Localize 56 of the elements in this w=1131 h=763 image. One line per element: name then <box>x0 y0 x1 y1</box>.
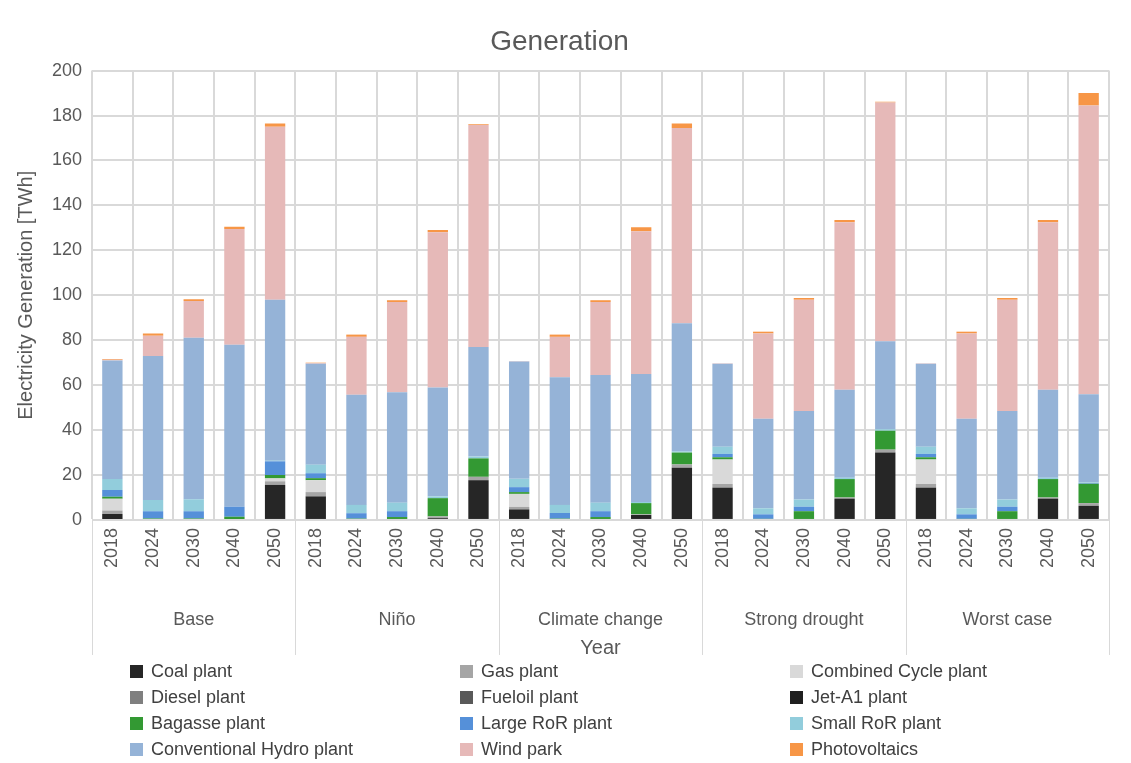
x-tick-label: 2040 <box>833 527 854 568</box>
legend-label: Fueloil plant <box>481 686 579 708</box>
x-tick-label: 2018 <box>101 527 122 568</box>
x-tick-label: 2018 <box>508 527 529 568</box>
legend-label: Coal plant <box>151 660 233 682</box>
text: Climate change <box>537 608 664 629</box>
x-tick-label: 2024 <box>752 527 773 568</box>
legend-label: Photovoltaics <box>811 738 919 760</box>
y-tick-label: 200 <box>51 59 83 80</box>
x-tick-label: 2030 <box>182 527 203 568</box>
x-tick-label: 2030 <box>996 527 1017 568</box>
x-tick-label: 2030 <box>589 527 610 568</box>
y-tick-label: 0 <box>72 508 83 529</box>
x-tick-label: 2030 <box>792 527 813 568</box>
x-tick-label: 2050 <box>670 527 691 568</box>
x-tick-label: 2050 <box>1077 527 1098 568</box>
chart-title: Generation <box>490 24 629 56</box>
legend-label: Large RoR plant <box>481 712 613 734</box>
text: Base <box>173 608 215 629</box>
y-tick-label: 80 <box>62 329 83 350</box>
legend-label: Bagasse plant <box>151 712 266 734</box>
text: Niño <box>378 608 416 629</box>
y-tick-label: 180 <box>51 104 83 125</box>
y-tick-label: 100 <box>51 284 83 305</box>
y-axis-title: Electricity Generation [TWh] <box>13 170 36 420</box>
x-tick-label: 2024 <box>955 527 976 568</box>
x-tick-label: 2030 <box>386 527 407 568</box>
legend-label: Combined Cycle plant <box>811 660 988 682</box>
y-tick-label: 60 <box>62 374 83 395</box>
x-tick-label: 2040 <box>223 527 244 568</box>
x-tick-label: 2040 <box>1036 527 1057 568</box>
x-tick-label: 2050 <box>874 527 895 568</box>
x-tick-label: 2018 <box>711 527 732 568</box>
legend-label: Gas plant <box>481 660 559 682</box>
x-axis-title: Year <box>580 635 622 658</box>
legend-label: Jet-A1 plant <box>811 686 908 708</box>
legend-label: Conventional Hydro plant <box>151 738 354 760</box>
y-tick-label: 160 <box>51 149 83 170</box>
y-tick-label: 140 <box>51 194 83 215</box>
x-tick-label: 2040 <box>630 527 651 568</box>
legend-label: Small RoR plant <box>811 712 942 734</box>
x-tick-label: 2024 <box>345 527 366 568</box>
y-tick-label: 20 <box>62 463 83 484</box>
y-tick-label: 120 <box>51 239 83 260</box>
text: Strong drought <box>744 608 864 629</box>
x-tick-label: 2050 <box>467 527 488 568</box>
legend-label: Diesel plant <box>151 686 246 708</box>
x-tick-label: 2050 <box>264 527 285 568</box>
x-tick-label: 2040 <box>426 527 447 568</box>
x-tick-label: 2018 <box>914 527 935 568</box>
text: Worst case <box>962 608 1053 629</box>
x-tick-label: 2024 <box>142 527 163 568</box>
y-tick-label: 40 <box>62 419 83 440</box>
x-tick-label: 2018 <box>304 527 325 568</box>
legend-label: Wind park <box>481 738 563 760</box>
x-tick-label: 2024 <box>548 527 569 568</box>
